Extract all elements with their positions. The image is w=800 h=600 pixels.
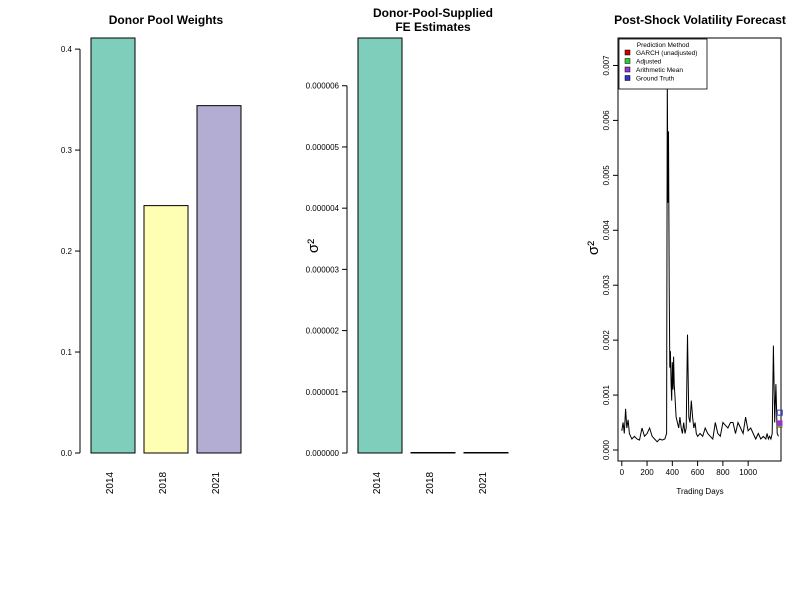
- y-tick-label: 0.004: [602, 220, 611, 241]
- bar-2021: [196, 105, 242, 454]
- chart2-title-line-1: Donor-Pool-Supplied: [373, 6, 493, 20]
- legend-swatch: [624, 75, 631, 81]
- x-tick-label-2018: 2018: [425, 471, 436, 494]
- legend-entry-label: Ground Truth: [636, 76, 675, 83]
- chart1-bars: [90, 37, 242, 454]
- legend-entry-label: Arithmetic Mean: [636, 67, 683, 74]
- y-tick-label: 0.4: [61, 45, 73, 54]
- legend-box: [618, 38, 708, 90]
- x-tick-label-2014: 2014: [372, 471, 383, 494]
- y-tick-label: 0.000002: [306, 327, 340, 336]
- x-tick-label: 0: [620, 468, 625, 477]
- x-tick-label-2018: 2018: [158, 471, 169, 494]
- chart2-title-line-2: FE Estimates: [395, 20, 471, 34]
- chart2-x-tick-labels: 2014 2018 2021: [372, 471, 489, 494]
- y-tick-label: 0.000005: [306, 143, 340, 152]
- chart1-y-axis: 0.0 0.1 0.2 0.3 0.4: [61, 45, 81, 458]
- marker-ground-truth: [776, 409, 783, 416]
- panel-volatility-forecast: Post-Shock Volatility Forecast σ² Tradin…: [585, 13, 786, 496]
- y-tick-label: 0.006: [602, 110, 611, 131]
- y-tick-label: 0.000001: [306, 388, 340, 397]
- legend-entry-label: GARCH (unadjusted): [636, 50, 697, 57]
- panel-donor-pool-weights: Donor Pool Weights 0.00.10.20.30.4 2014 2…: [61, 13, 242, 494]
- volatility-series-line: [621, 76, 779, 443]
- chart2-y-label: σ²: [305, 239, 322, 253]
- y-tick-label: 0.001: [602, 385, 611, 406]
- legend-swatch: [624, 66, 631, 73]
- chart3-forecast-markers: [776, 409, 783, 428]
- chart3-plot-frame: [617, 37, 782, 462]
- x-tick-label: 1000: [739, 468, 757, 477]
- chart2-y-axis: 0.000000 0.000001 0.000002 0.000003 0.000004…: [306, 82, 348, 458]
- bar-2014: [357, 37, 403, 454]
- chart3-series: [621, 76, 779, 443]
- y-tick-label: 0.000003: [306, 265, 340, 274]
- y-tick-label: 0.000004: [306, 204, 340, 213]
- y-tick-label: 0.1: [61, 348, 73, 357]
- chart1-title: Donor Pool Weights: [109, 13, 224, 27]
- y-tick-label: 0.002: [602, 330, 611, 351]
- y-tick-label: 0.000: [602, 439, 611, 460]
- x-tick-label: 800: [716, 468, 730, 477]
- bar-2014: [90, 37, 136, 454]
- bar-2021: [463, 452, 509, 454]
- y-tick-label: 0.000000: [306, 449, 340, 458]
- bar-2018: [143, 205, 189, 454]
- y-tick-label: 0.005: [602, 165, 611, 186]
- y-tick-label: 0.2: [61, 247, 73, 256]
- chart3-axes: 0 200 400 600 800 1000 0.000 0.001 0.002 0.003 0.0…: [602, 55, 758, 477]
- x-tick-label: 600: [691, 468, 705, 477]
- chart3-x-label: Trading Days: [676, 487, 723, 496]
- x-tick-label-2021: 2021: [478, 471, 489, 494]
- chart3-title: Post-Shock Volatility Forecast: [614, 13, 786, 27]
- x-tick-label: 400: [666, 468, 680, 477]
- y-tick-label: 0.000006: [306, 82, 340, 91]
- legend-swatch: [624, 49, 631, 56]
- marker-arithmetic-mean: [776, 420, 783, 426]
- y-tick-label: 0.007: [602, 55, 611, 76]
- chart3-y-label: σ²: [585, 241, 602, 255]
- bar-2018: [410, 452, 456, 454]
- y-tick-label: 0.0: [61, 449, 73, 458]
- y-tick-label: 0.003: [602, 275, 611, 296]
- legend-entry-label: Adjusted: [636, 59, 662, 66]
- legend-title: Prediction Method: [637, 42, 690, 49]
- panel-fe-estimates: Donor-Pool-Supplied FE Estimates σ² 0.00…: [305, 6, 509, 494]
- chart2-bars: [357, 37, 509, 454]
- legend-swatch: [624, 58, 631, 64]
- chart1-x-tick-labels: 2014 2018 2021: [105, 471, 222, 494]
- x-tick-label: 200: [640, 468, 654, 477]
- x-tick-label-2021: 2021: [211, 471, 222, 494]
- x-tick-label-2014: 2014: [105, 471, 116, 494]
- y-tick-label: 0.3: [61, 146, 73, 155]
- chart3-legend: Prediction Method GARCH (unadjusted) Adju…: [618, 38, 708, 90]
